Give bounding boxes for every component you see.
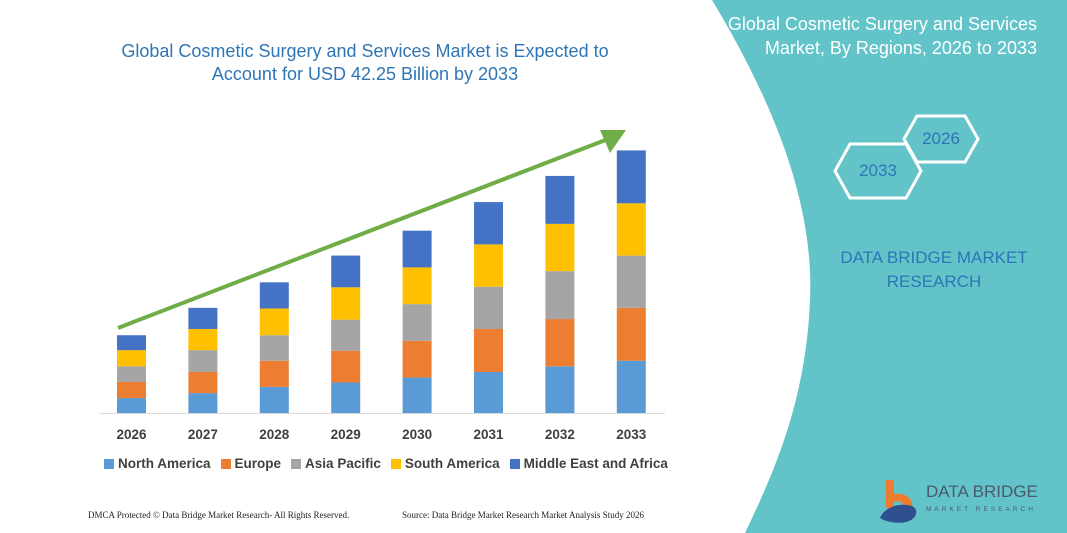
bar-segment-middle-east-and-africa-2026 [117, 335, 146, 351]
bar-segment-asia-pacific-2029 [331, 319, 361, 351]
logo-name: DATA BRIDGE [926, 482, 1038, 501]
logo-subtitle: MARKET RESEARCH [926, 506, 1036, 513]
bar-segment-europe-2032 [545, 319, 575, 367]
bar-segment-europe-2029 [331, 350, 361, 383]
bar-segment-middle-east-and-africa-2031 [474, 202, 503, 245]
bar-segment-europe-2027 [188, 371, 218, 394]
x-tick-label: 2030 [402, 427, 432, 442]
legend-swatch [220, 458, 231, 469]
legend-swatch [104, 458, 114, 469]
x-tick-label: 2029 [331, 427, 361, 442]
bar-segment-south-america-2030 [402, 267, 432, 305]
trend-arrowhead-icon [600, 130, 626, 153]
legend-label: North America [118, 456, 211, 471]
bar-segment-asia-pacific-2026 [117, 366, 146, 382]
hex-label-start: 2026 [922, 129, 960, 148]
bar-segment-north-america-2030 [402, 377, 432, 413]
bar-segment-north-america-2031 [474, 371, 503, 413]
legend-label: Asia Pacific [305, 456, 381, 471]
x-tick-label: 2032 [545, 427, 575, 442]
bar-segment-asia-pacific-2027 [188, 350, 218, 372]
x-tick-label: 2027 [188, 427, 218, 442]
legend-label: Europe [234, 456, 282, 471]
x-tick-label: 2033 [616, 427, 647, 442]
bar-segment-asia-pacific-2031 [474, 286, 503, 329]
legend-item-north-america: North America [104, 456, 211, 471]
hex-label-end: 2033 [859, 161, 897, 180]
bar-segment-asia-pacific-2032 [545, 271, 575, 320]
hexagon-2026 [902, 114, 980, 164]
bar-segment-europe-2031 [474, 329, 503, 372]
legend-swatch [509, 458, 520, 469]
legend-swatch [291, 458, 302, 469]
trend-arrow [117, 137, 609, 330]
footer-copyright: DMCA Protected © Data Bridge Market Rese… [88, 510, 350, 520]
side-panel [712, 0, 1067, 533]
bar-segment-south-america-2026 [117, 350, 146, 367]
bar-segment-south-america-2033 [616, 203, 646, 256]
legend-item-europe: Europe [220, 456, 282, 471]
x-tick-label: 2028 [259, 427, 290, 442]
bar-segment-europe-2033 [616, 307, 646, 361]
bar-segment-middle-east-and-africa-2027 [188, 307, 218, 329]
bar-segment-south-america-2029 [331, 287, 361, 320]
bar-segment-north-america-2032 [545, 366, 575, 413]
bar-segment-middle-east-and-africa-2030 [402, 230, 432, 268]
bar-segment-north-america-2026 [117, 398, 146, 413]
bar-segment-asia-pacific-2033 [616, 255, 646, 308]
bar-segment-middle-east-and-africa-2033 [616, 150, 646, 204]
legend-item-asia-pacific: Asia Pacific [291, 456, 381, 471]
bar-segment-south-america-2032 [545, 223, 575, 272]
bar-segment-middle-east-and-africa-2032 [545, 175, 575, 224]
brand-text: DATA BRIDGE MARKET RESEARCH [840, 248, 1028, 291]
legend-item-middle-east-and-africa: Middle East and Africa [509, 456, 668, 471]
x-tick-label: 2026 [116, 427, 147, 442]
bar-segment-asia-pacific-2030 [402, 304, 432, 341]
legend-label: Middle East and Africa [523, 456, 668, 471]
bar-segment-south-america-2027 [188, 329, 218, 351]
x-tick-label: 2031 [473, 427, 504, 442]
panel-title: Global Cosmetic Surgery and Services Mar… [727, 14, 1037, 58]
legend: North America Europe Asia Pacific South Ame… [104, 456, 668, 471]
footer-source: Source: Data Bridge Market Research Mark… [402, 510, 644, 520]
bar-segment-north-america-2027 [188, 393, 218, 413]
legend-swatch [390, 458, 401, 469]
bar-segment-middle-east-and-africa-2028 [259, 282, 289, 309]
bar-segment-middle-east-and-africa-2029 [331, 255, 361, 288]
bar-segment-europe-2026 [117, 381, 146, 399]
legend-item-south-america: South America [390, 456, 500, 471]
bar-segment-north-america-2028 [259, 386, 289, 413]
logo-icon [880, 480, 917, 523]
bar-segment-asia-pacific-2028 [259, 335, 289, 361]
bar-segment-south-america-2028 [259, 308, 289, 336]
hexagon-2033 [833, 142, 923, 200]
bar-segment-north-america-2029 [331, 382, 361, 413]
bar-segment-south-america-2031 [474, 244, 503, 287]
bar-segment-europe-2028 [259, 360, 289, 387]
bar-segment-europe-2030 [402, 340, 432, 378]
legend-label: South America [404, 456, 500, 471]
bar-segment-north-america-2033 [616, 360, 646, 413]
page-title: Global Cosmetic Surgery and Services Mar… [121, 41, 609, 84]
